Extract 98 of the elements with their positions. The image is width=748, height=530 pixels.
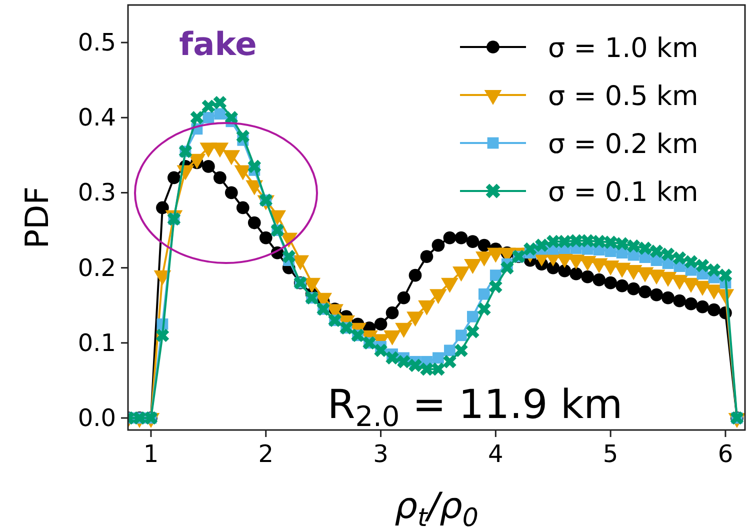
point: [408, 358, 422, 372]
point: [454, 231, 468, 244]
legend-label: σ = 1.0 km: [548, 33, 698, 64]
point: [432, 238, 445, 252]
point: [443, 231, 456, 244]
point: [478, 288, 490, 300]
legend-label: σ = 0.5 km: [548, 81, 698, 112]
point: [569, 234, 583, 248]
point: [156, 328, 170, 342]
point: [478, 302, 491, 316]
point: [684, 255, 698, 268]
x-tick-label: 4: [488, 440, 504, 468]
point: [696, 300, 709, 314]
point: [168, 171, 180, 184]
point: [282, 250, 296, 264]
point: [696, 258, 710, 272]
point: [454, 344, 468, 358]
point: [202, 100, 216, 114]
y-tick-label: 0.2: [78, 254, 116, 282]
point: [570, 267, 583, 280]
point: [490, 270, 502, 282]
point: [214, 108, 226, 120]
point: [386, 306, 399, 320]
point: [397, 355, 410, 368]
annotation: fake: [179, 25, 257, 63]
y-tick-label: 0.3: [78, 178, 116, 207]
point: [432, 352, 444, 364]
point: [466, 310, 478, 322]
point: [224, 111, 238, 124]
point: [592, 234, 606, 248]
point: [615, 237, 629, 250]
point: [558, 234, 572, 248]
point: [478, 238, 491, 252]
point: [386, 351, 399, 365]
point: [684, 297, 698, 310]
point: [604, 276, 618, 290]
point: [558, 264, 572, 278]
point: [500, 261, 514, 274]
point: [661, 248, 675, 261]
y-tick-label: 0.5: [78, 28, 116, 57]
point: [420, 362, 434, 376]
point: [397, 291, 410, 304]
point: [718, 268, 732, 282]
point: [604, 236, 618, 249]
point: [638, 242, 652, 255]
point: [259, 231, 272, 244]
y-tick-label: 0.4: [78, 104, 116, 132]
x-tick-label: 5: [602, 440, 618, 468]
point: [673, 294, 686, 308]
point: [190, 111, 204, 124]
x-tick-label: 2: [258, 440, 274, 468]
point: [224, 186, 238, 200]
point: [374, 318, 388, 331]
point: [662, 291, 674, 304]
point: [650, 288, 663, 302]
x-tick-label: 6: [718, 440, 734, 468]
point: [581, 270, 594, 284]
point: [672, 251, 686, 265]
point: [546, 234, 560, 248]
point: [248, 216, 261, 230]
point: [535, 238, 548, 252]
point: [580, 234, 594, 248]
point: [466, 325, 480, 338]
point: [466, 235, 480, 248]
point: [202, 160, 215, 173]
point: [708, 303, 720, 316]
point: [638, 285, 652, 298]
x-axis-title: ρ$_{t}$/ρ$_{0}$: [394, 486, 478, 530]
point: [489, 280, 502, 294]
point: [592, 273, 606, 286]
x-tick-label: 1: [143, 440, 159, 468]
y-tick-label: 0.0: [78, 404, 116, 432]
y-axis-title: PDF: [18, 186, 56, 249]
x-tick-label: 3: [373, 440, 388, 468]
point: [443, 355, 456, 368]
point: [420, 250, 434, 263]
point: [236, 201, 250, 214]
point: [444, 344, 456, 356]
point: [213, 171, 226, 184]
point: [156, 201, 169, 214]
point: [408, 268, 422, 282]
point: [432, 362, 445, 376]
point: [627, 282, 640, 296]
y-tick-label: 0.1: [78, 328, 116, 357]
point: [236, 130, 250, 144]
point: [202, 112, 214, 124]
point: [213, 96, 227, 110]
legend-label: σ = 0.1 km: [548, 177, 698, 208]
annotation: R$_{2.0}$ = 11.9 km: [327, 382, 623, 434]
point: [456, 330, 467, 342]
point: [524, 242, 537, 256]
point: [616, 279, 628, 292]
point: [650, 244, 664, 258]
point: [626, 239, 640, 253]
point: [374, 344, 388, 358]
point: [248, 160, 262, 174]
legend-label: σ = 0.2 km: [548, 129, 698, 160]
point: [707, 263, 721, 277]
